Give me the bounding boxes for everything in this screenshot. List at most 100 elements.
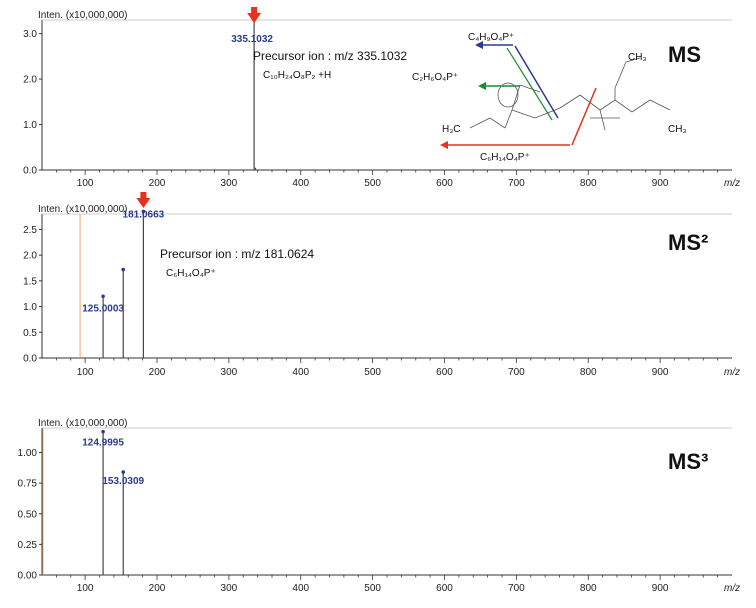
x-tick-label: 100 [77,583,94,594]
fragment-cut-line [506,47,553,121]
x-axis-label: m/z [724,178,740,189]
structure-bond [599,109,606,131]
y-unit-label: Inten. (x10,000,000) [38,418,128,429]
fragment-arrow-head-icon [440,141,448,149]
y-tick-label: 0.50 [18,509,38,520]
peak-apex-dot [101,294,105,299]
y-tick-label: 2.0 [23,75,37,86]
structure-bond [519,84,541,93]
structure-atom-label: CH₃ [668,124,687,135]
peak-apex-dot [141,209,146,214]
structure-ring [497,82,519,108]
x-tick-label: 600 [436,367,453,378]
y-tick-label: 1.0 [23,120,37,131]
x-tick-label: 400 [292,367,309,378]
precursor-arrow-stem [140,192,147,199]
x-tick-label: 800 [580,178,597,189]
fragment-arrow-head-icon [478,82,486,90]
x-tick-label: 300 [221,178,238,189]
structure-bond [649,99,671,111]
spectrum-panel-1: Inten. (x10,000,000) 0.0 1.0 2.0 3.0 100 200 30… [23,7,740,189]
peak-label: 124.9995 [82,438,124,449]
structure-atom-label: H₃C [442,124,461,135]
structure-bond [511,84,521,111]
formula-annotation: C₆H₁₄O₄P⁺ [166,268,216,279]
y-tick-label: 2.0 [23,251,37,262]
x-tick-label: 300 [221,367,238,378]
x-tick-label: 600 [436,178,453,189]
x-tick-label: 200 [149,178,166,189]
x-tick-label: 100 [77,178,94,189]
fragment-arrow-head-icon [475,41,483,49]
x-tick-label: 700 [508,178,525,189]
x-tick-label: 700 [508,367,525,378]
x-axis-label: m/z [724,583,740,594]
fragment-cut-line [571,87,597,146]
y-tick-label: 0.0 [23,354,37,365]
spectrum-panel-3: Inten. (x10,000,000) 0.00 0.25 0.50 0.75 1.00… [18,418,741,594]
peak-label: 181.0663 [123,209,165,220]
peak-label: 335.1032 [231,34,273,45]
precursor-annotation: Precursor ion : m/z 335.1032 [253,49,407,63]
y-tick-label: 1.00 [18,448,38,459]
precursor-arrow-icon [247,13,262,23]
formula-annotation: C₁₀H₂₄O₈P₂ +H [263,70,331,81]
peak-label: 153.0309 [102,476,144,487]
peak-label: 125.0003 [82,304,124,315]
y-unit-label: Inten. (x10,000,000) [38,10,128,21]
y-tick-label: 0.0 [23,166,37,177]
x-tick-label: 400 [292,583,309,594]
structure-bond [511,109,536,119]
fragment-label: C₂H₆O₄P⁺ [412,72,458,83]
structure-atom-label: CH₃ [628,52,647,63]
y-tick-label: 0.75 [18,479,38,490]
y-tick-label: 3.0 [23,29,37,40]
x-tick-label: 700 [508,583,525,594]
panel-title: MS³ [668,449,708,474]
precursor-arrow-stem [251,7,258,14]
peak-apex-dot [121,267,126,272]
x-tick-label: 500 [364,367,381,378]
structure-bond [504,109,513,129]
y-tick-label: 0.00 [18,571,38,582]
x-tick-label: 200 [149,583,166,594]
structure-bond [614,99,633,113]
structure-bond [599,99,616,111]
fragment-cut-line [514,45,559,119]
structure-bond [614,61,627,89]
y-tick-label: 0.25 [18,540,38,551]
x-tick-label: 500 [364,583,381,594]
x-tick-label: 800 [580,367,597,378]
y-tick-label: 2.5 [23,225,37,236]
structure-bond [559,94,581,109]
x-axis-label: m/z [724,367,740,378]
x-tick-label: 900 [652,367,669,378]
panel-title: MS [668,42,701,67]
fragment-label: C₆H₁₄O₄P⁺ [480,152,530,163]
fragment-label: C₄H₉O₄P⁺ [468,32,514,43]
peak-apex-dot [121,470,126,474]
x-tick-label: 300 [221,583,238,594]
structure-bond [489,117,506,129]
precursor-annotation: Precursor ion : m/z 181.0624 [160,247,314,261]
structure-bond [469,117,491,129]
structure-bond [631,99,651,113]
panel-title: MS² [668,230,708,255]
x-tick-label: 200 [149,367,166,378]
y-unit-label: Inten. (x10,000,000) [38,204,128,215]
x-tick-label: 900 [652,583,669,594]
x-tick-label: 800 [580,583,597,594]
x-tick-label: 600 [436,583,453,594]
structure-inset: C₄H₉O₄P⁺ C₂H₆O₄P⁺ C₆H₁₄O₄P⁺ H₃C CH₃ CH₃ [412,32,687,163]
precursor-arrow-icon [136,198,151,208]
spectrum-panel-2: Inten. (x10,000,000) 0.0 0.5 1.0 1.5 2.0 2.5 10… [23,192,740,378]
y-tick-label: 1.5 [23,276,37,287]
x-tick-label: 400 [292,178,309,189]
x-tick-label: 100 [77,367,94,378]
structure-bond [625,57,641,63]
peak-apex-dot [101,429,105,434]
x-tick-label: 500 [364,178,381,189]
x-tick-label: 900 [652,178,669,189]
y-tick-label: 1.0 [23,302,37,313]
